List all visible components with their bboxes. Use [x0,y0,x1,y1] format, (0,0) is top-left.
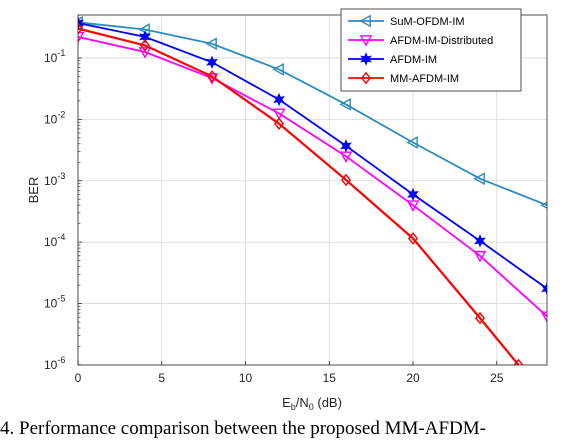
x-tick-label: 20 [406,371,420,385]
legend-entry-afdm-im-distributed: AFDM-IM-Distributed [348,35,493,47]
legend-entries: SuM-OFDM-IM AFDM-IM-Distributed AFDM-IM MM-… [348,14,493,85]
data-point-afdm-im-distributed [272,108,286,121]
series-afdm-im [78,16,547,296]
data-point-afdm-im [541,281,547,296]
x-axis-label-sub-0: 0 [309,402,314,412]
data-point-mm-afdm-im [206,70,218,83]
x-tick-label: 15 [323,371,337,385]
data-point-mm-afdm-im [340,173,352,187]
data-point-sum-ofdm-im [78,15,83,29]
y-tick-exponent: -3 [57,171,65,181]
data-point-afdm-im [206,55,218,70]
series-sum-ofdm-im [78,15,547,209]
data-point-afdm-im [273,92,285,107]
data-point-afdm-im [139,30,151,44]
y-tick-label: 10-6 [44,355,65,372]
legend-label: MM-AFDM-IM [390,73,459,85]
x-axis-label-unit: (dB) [314,395,342,410]
y-ticks: 10-6 10-5 10-4 10-3 10-2 10-1 [44,14,82,372]
data-point-afdm-im-distributed [78,32,85,44]
series-line-afdm-im [78,22,547,290]
data-point-afdm-im [340,139,352,153]
data-point-afdm-im [78,16,84,30]
x-axis-label-mid: /N [296,395,309,410]
data-point-afdm-im-distributed [138,47,152,59]
y-tick-label: 10-5 [44,294,65,311]
data-point-sum-ofdm-im [473,172,485,186]
legend-entry-mm-afdm-im: MM-AFDM-IM [348,71,459,85]
legend: SuM-OFDM-IM AFDM-IM-Distributed AFDM-IM MM-… [340,8,522,92]
data-point-afdm-im [407,187,419,202]
series-line-mm-afdm-im [78,27,520,365]
data-point-afdm-im [474,234,486,248]
ber-chart: 0 5 10 15 20 25 10-610-510-410-310-210-1 BER … [26,8,548,412]
data-point-sum-ofdm-im [272,63,284,76]
x-tick-label: 5 [158,371,165,385]
legend-marker [360,71,372,85]
data-point-mm-afdm-im [513,358,524,365]
data-point-sum-ofdm-im [205,37,217,51]
legend-entry-sum-ofdm-im: SuM-OFDM-IM [348,14,465,28]
legend-label: AFDM-IM [390,54,437,66]
data-point-sum-ofdm-im [406,136,418,149]
y-axis-label: BER [26,177,41,204]
data-point-afdm-im-distributed [540,311,547,323]
series-line-sum-ofdm-im [78,21,547,207]
x-tick-label: 25 [490,371,504,385]
x-ticks: 0 5 10 15 20 25 [75,361,504,385]
figure-caption: 4. Performance comparison between the pr… [0,418,486,439]
x-axis-label-sub-b: b [291,402,296,412]
x-tick-label: 10 [239,371,253,385]
data-point-sum-ofdm-im [540,201,547,209]
data-point-afdm-im-distributed [473,250,487,263]
y-tick-label: 10-1 [44,48,65,65]
legend-marker [359,14,371,28]
series-mm-afdm-im [78,22,524,365]
x-tick-label: 0 [75,371,82,385]
data-point-mm-afdm-im [474,311,486,325]
y-tick-label: 10-2 [44,109,65,126]
legend-marker [360,52,372,66]
y-tick-exponent: -4 [57,232,65,242]
data-point-mm-afdm-im [139,39,151,52]
legend-marker [359,35,373,47]
series-line-afdm-im-distributed [78,36,547,318]
x-axis-label-main: E [282,395,291,410]
legend-label: AFDM-IM-Distributed [390,35,493,47]
legend-entry-afdm-im: AFDM-IM [348,52,437,66]
y-tick-exponent: -2 [57,109,65,119]
y-tick-exponent: -6 [57,355,65,365]
grid [77,15,547,366]
series-layer [78,15,547,365]
data-point-mm-afdm-im [273,117,285,130]
y-tick-exponent: -5 [57,294,65,304]
data-point-mm-afdm-im [407,232,419,245]
y-tick-exponent: -1 [57,48,65,58]
data-point-mm-afdm-im [78,22,84,35]
y-tick-label: 10-4 [44,232,65,249]
legend-label: SuM-OFDM-IM [390,16,465,28]
x-axis-label: Eb/N0 (dB) [282,395,342,412]
data-point-sum-ofdm-im [339,98,351,111]
y-tick-label: 10-3 [44,171,65,188]
